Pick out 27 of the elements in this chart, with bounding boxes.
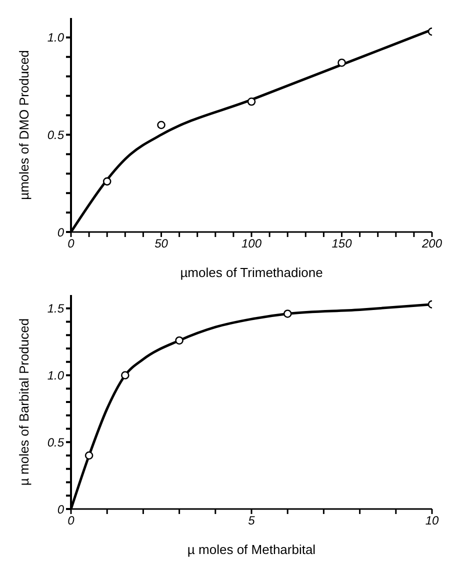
x-axis-title: µ moles of Metharbital (187, 542, 316, 557)
x-axis-title: µmoles of Trimethadione (180, 265, 323, 280)
y-tick-label: 1.0 (47, 368, 64, 383)
x-tick-label: 200 (420, 236, 442, 251)
point (121, 371, 130, 380)
x-tick-label: 5 (248, 514, 256, 528)
point (338, 58, 346, 67)
x-tick-label: 100 (241, 236, 262, 251)
point (102, 177, 112, 186)
point (157, 120, 166, 130)
y-tick-label: 0.5 (47, 128, 64, 142)
point (247, 98, 256, 106)
x-tick-label: 0 (68, 236, 75, 251)
x-tick-label: 150 (332, 236, 352, 251)
x-tick-label: 0 (68, 514, 75, 528)
y-tick-label: 1.5 (47, 302, 64, 316)
y-tick-label: 0 (57, 502, 64, 516)
y-tick-label: 0.5 (47, 435, 64, 450)
point (84, 451, 94, 460)
x-tick-label: 10 (425, 514, 439, 528)
point (175, 336, 184, 345)
y-tick-label: 0 (57, 225, 64, 240)
point (283, 310, 292, 318)
x-tick-label: 50 (154, 236, 168, 251)
y-axis-title: µ moles of Barbital Produced (16, 318, 32, 486)
y-tick-label: 1.0 (47, 30, 64, 45)
y-axis-title: µmoles of DMO Produced (16, 50, 32, 200)
